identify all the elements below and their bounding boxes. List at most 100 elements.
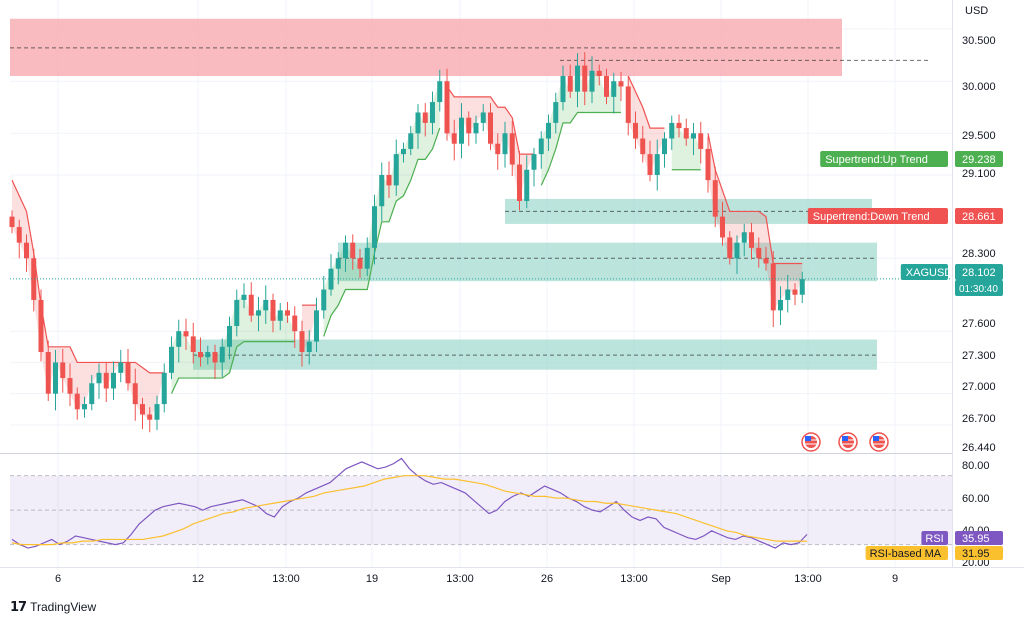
- candle-body: [335, 258, 341, 269]
- price-tick-label: 30.000: [962, 81, 996, 93]
- candle-body: [227, 325, 232, 347]
- event-icon-canton: [873, 436, 879, 441]
- candle-body: [74, 393, 80, 410]
- price-tick-label: 29.500: [962, 130, 996, 142]
- supertrend-up-fill: [171, 294, 295, 394]
- rsi-tag-value-box: [955, 531, 1003, 545]
- price-tag-value: 29.238: [962, 154, 996, 166]
- price-tick-label: 27.000: [962, 381, 996, 393]
- candle-body: [437, 81, 443, 103]
- rsi-tick-label: 60.00: [962, 493, 990, 505]
- supertrend-down-fill: [628, 76, 665, 175]
- price-tag-label: XAGUSD: [906, 267, 953, 279]
- rsi-tag-label: RSI-based MA: [870, 548, 942, 560]
- support-zone: [193, 339, 877, 370]
- brand-name: TradingView: [30, 600, 97, 614]
- candle-body: [589, 70, 595, 92]
- candle-body: [38, 299, 44, 353]
- candle-body: [575, 65, 580, 92]
- candle-body: [176, 331, 182, 347]
- currency-label[interactable]: USD: [965, 5, 988, 17]
- candle-body: [596, 70, 602, 77]
- time-tick-label: 13:00: [446, 573, 474, 585]
- time-tick-label: 26: [541, 573, 553, 585]
- candle-body: [633, 122, 638, 139]
- supertrend-up-line: [170, 341, 295, 394]
- candle-body: [125, 362, 131, 384]
- us-flag-event-icon[interactable]: [838, 432, 858, 452]
- candle-body: [212, 352, 218, 363]
- resistance-zone: [10, 18, 842, 77]
- supertrend-down-line: [707, 133, 803, 265]
- price-zones: [10, 18, 930, 370]
- price-tick-label: 26.440: [962, 442, 996, 454]
- candle-body: [647, 154, 653, 175]
- candle-body: [741, 232, 747, 243]
- candle-body: [560, 76, 566, 103]
- candle-body: [763, 258, 769, 264]
- candle-body: [314, 310, 319, 342]
- price-tag-label: Supertrend:Down Trend: [813, 211, 930, 223]
- time-tick-label: 6: [55, 573, 61, 585]
- event-icon-canton: [842, 436, 848, 441]
- time-tick-label: 13:00: [794, 573, 822, 585]
- us-flag-event-icon[interactable]: [869, 432, 889, 452]
- candle-body: [190, 336, 196, 353]
- candle-body: [720, 216, 725, 238]
- countdown-text: 01:30:40: [959, 284, 998, 295]
- rsi-tag-value: 31.95: [962, 548, 990, 560]
- candle-body: [582, 65, 588, 92]
- candle-body: [451, 133, 457, 144]
- candle-body: [778, 299, 783, 311]
- candle-body: [662, 138, 667, 155]
- candle-body: [67, 378, 73, 394]
- candle-body: [386, 174, 392, 186]
- candle-body: [198, 352, 203, 358]
- candle-body: [147, 414, 153, 420]
- time-tick-label: 12: [192, 573, 204, 585]
- rsi-tag-value: 35.95: [962, 533, 990, 545]
- event-icons[interactable]: [801, 432, 889, 452]
- time-tick-label: 19: [366, 573, 378, 585]
- candle-body: [495, 143, 501, 155]
- candle-body: [89, 383, 95, 405]
- rsi-panel[interactable]: [10, 457, 952, 549]
- price-tick-label: 26.700: [962, 413, 996, 425]
- candle-body: [401, 148, 406, 155]
- candle-body: [538, 138, 544, 155]
- candle-body: [219, 346, 225, 363]
- candle-body: [712, 180, 718, 217]
- candle-body: [350, 242, 356, 259]
- candle-body: [727, 237, 733, 259]
- candle-body: [60, 362, 66, 379]
- candle-body: [792, 289, 798, 295]
- candle-body: [31, 258, 37, 300]
- time-tick-label: Sep: [711, 573, 731, 585]
- candle-body: [553, 102, 559, 123]
- candle-body: [183, 331, 189, 337]
- supertrend-down-fill: [708, 133, 803, 311]
- candle-body: [756, 247, 762, 259]
- price-tag-value-box: [955, 264, 1003, 280]
- countdown-box: [955, 280, 1003, 296]
- candle-body: [343, 242, 348, 259]
- time-tick-label: 9: [892, 573, 898, 585]
- brand-footer[interactable]: 𝟭𝟳 TradingView: [10, 599, 96, 615]
- candle-body: [524, 169, 530, 202]
- candle-body: [466, 117, 472, 134]
- candle-body: [734, 242, 740, 259]
- candle-body: [698, 133, 704, 149]
- price-tag-label-box: [807, 208, 948, 224]
- us-flag-event-icon[interactable]: [801, 432, 821, 452]
- candle-body: [241, 294, 247, 300]
- time-tick-label: 13:00: [620, 573, 648, 585]
- candlesticks[interactable]: [9, 52, 953, 433]
- candle-body: [234, 299, 240, 326]
- candle-body: [749, 232, 754, 248]
- candle-body: [546, 122, 551, 139]
- candle-body: [96, 372, 102, 384]
- supertrend-down-line: [627, 75, 665, 129]
- candle-body: [785, 289, 791, 300]
